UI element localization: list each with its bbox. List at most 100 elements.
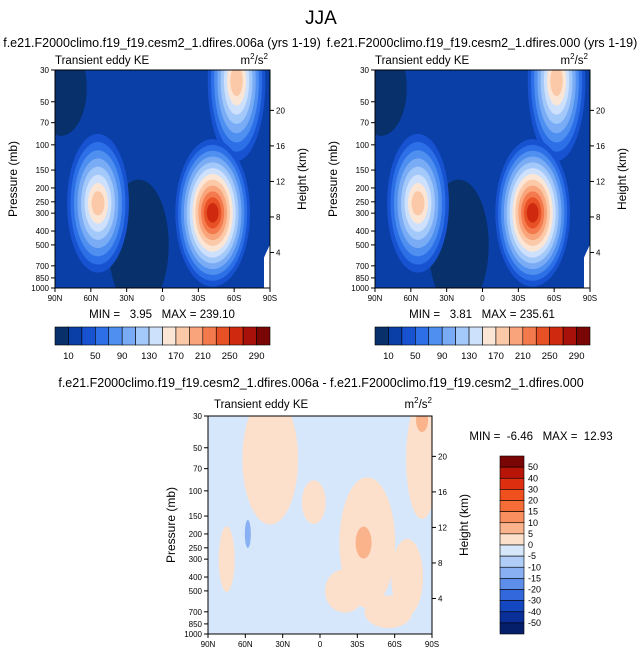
- units-label: m2/s2: [405, 396, 433, 411]
- contour-band-positive: [406, 416, 432, 520]
- colorbar-label: 170: [488, 351, 504, 362]
- y-axis-title: Pressure (mb): [6, 141, 20, 217]
- y-tick-label: 100: [189, 487, 203, 496]
- colorbar-label: 5: [528, 529, 533, 539]
- y-tick-label: 300: [189, 555, 203, 564]
- panel-top-right: f.e21.F2000climo.f19_f19.cesm2_1.dfires.…: [326, 36, 638, 362]
- colorbar-box: [499, 544, 525, 557]
- y-tick-label: 150: [356, 166, 370, 175]
- y-axis-right-title: Height (km): [615, 148, 629, 210]
- panel-title: f.e21.F2000climo.f19_f19.cesm2_1.dfires.…: [58, 376, 583, 390]
- contour-band-nh-jet: [91, 191, 105, 216]
- colorbar-box: [95, 326, 110, 346]
- colorbar-box: [428, 326, 443, 346]
- y-tick-label: 150: [36, 166, 50, 175]
- colorbar-label: 130: [141, 351, 157, 362]
- colorbar-label: 10: [383, 351, 394, 362]
- x-tick-label: 30N: [439, 294, 454, 303]
- panel-title: f.e21.F2000climo.f19_f19.cesm2_1.dfires.…: [327, 36, 638, 50]
- contour-band-positive-core: [355, 526, 372, 559]
- colorbar-box: [495, 326, 510, 346]
- colorbar-box: [499, 622, 525, 635]
- colorbar-box: [499, 566, 525, 579]
- y-tick-label: 850: [36, 274, 50, 283]
- units-rest: /s: [255, 55, 264, 67]
- y-axis-right-title: Height (km): [295, 148, 309, 210]
- y-axis-right: 4 8 12 16 20: [432, 452, 447, 603]
- x-tick-label: 60S: [227, 294, 241, 303]
- y-axis-title: Pressure (mb): [164, 487, 178, 563]
- y-right-tick-label: 16: [596, 142, 605, 151]
- contour-field: [375, 70, 590, 288]
- panel-top-left: f.e21.F2000climo.f19_f19.cesm2_1.dfires.…: [3, 36, 321, 362]
- colorbar-label: 10: [63, 351, 74, 362]
- y-right-tick-label: 16: [276, 142, 285, 151]
- colorbar-box: [499, 455, 525, 468]
- contour-band-polar-jet: [230, 70, 243, 97]
- colorbar-box: [189, 326, 204, 346]
- min-max-stats: MIN = 3.81 MAX = 235.61: [409, 309, 555, 321]
- colorbar-box: [388, 326, 403, 346]
- colorbar-label: -10: [528, 562, 541, 572]
- colorbar-box: [499, 489, 525, 501]
- y-tick-label: 700: [189, 608, 203, 617]
- colorbar-box: [482, 326, 497, 346]
- variable-label: Transient eddy KE: [375, 55, 470, 67]
- colorbar-label: -40: [528, 607, 541, 617]
- y-right-tick-label: 12: [438, 523, 447, 532]
- colorbar-label: -50: [528, 618, 541, 628]
- contour-band-polar-jet: [550, 70, 563, 97]
- units-label: m2/s2: [241, 52, 269, 67]
- colorbar-label: 40: [528, 473, 538, 483]
- y-tick-label: 500: [36, 241, 50, 250]
- colorbar-box: [175, 326, 190, 346]
- y-right-tick-label: 20: [276, 106, 285, 115]
- y-right-tick-label: 20: [438, 452, 447, 461]
- topography-mask: [264, 244, 270, 288]
- x-tick-label: 90S: [425, 640, 439, 649]
- x-tick-label: 60N: [238, 640, 253, 649]
- x-tick-label: 60N: [83, 294, 98, 303]
- colorbar-label: 210: [515, 351, 531, 362]
- y-tick-label: 400: [356, 227, 370, 236]
- contour-band-np-strat: [375, 70, 407, 136]
- contour-band-np-strat: [55, 70, 87, 136]
- units-rest: /s: [419, 399, 428, 411]
- contour-field: [55, 70, 270, 288]
- units-base: m: [241, 55, 251, 67]
- contour-band-positive: [242, 416, 299, 525]
- contour-band-sh-jet: [526, 203, 539, 223]
- colorbar-box: [81, 326, 96, 346]
- y-tick-label: 700: [356, 262, 370, 271]
- y-tick-label: 700: [36, 262, 50, 271]
- y-tick-label: 100: [356, 141, 370, 150]
- colorbar-box: [509, 326, 524, 346]
- colorbar-box: [499, 533, 525, 546]
- y-right-tick-label: 4: [276, 248, 281, 257]
- y-tick-label: 400: [189, 573, 203, 582]
- y-tick-label: 100: [36, 141, 50, 150]
- contour-band-sh-jet: [206, 203, 219, 223]
- colorbar-label: 20: [528, 496, 538, 506]
- y-tick-label: 30: [193, 412, 202, 421]
- y-tick-label: 50: [40, 98, 49, 107]
- x-tick-label: 90N: [201, 640, 216, 649]
- colorbar-box: [549, 326, 564, 346]
- y-tick-label: 50: [360, 98, 369, 107]
- colorbar-box: [522, 326, 537, 346]
- colorbar: 10 50 90 130 170 210 250 290: [374, 326, 591, 362]
- y-right-tick-label: 12: [276, 177, 285, 186]
- y-axis-right-title: Height (km): [457, 494, 471, 556]
- min-max-stats: MIN = 3.95 MAX = 239.10: [89, 309, 235, 321]
- colorbar-label: 50: [410, 351, 421, 362]
- y-axis-right: 4 8 12 16 20: [590, 106, 605, 257]
- colorbar-box: [401, 326, 416, 346]
- colorbar-box: [215, 326, 230, 346]
- colorbar-label: 50: [90, 351, 101, 362]
- units-sup: 2: [250, 52, 255, 61]
- x-tick-label: 90S: [263, 294, 277, 303]
